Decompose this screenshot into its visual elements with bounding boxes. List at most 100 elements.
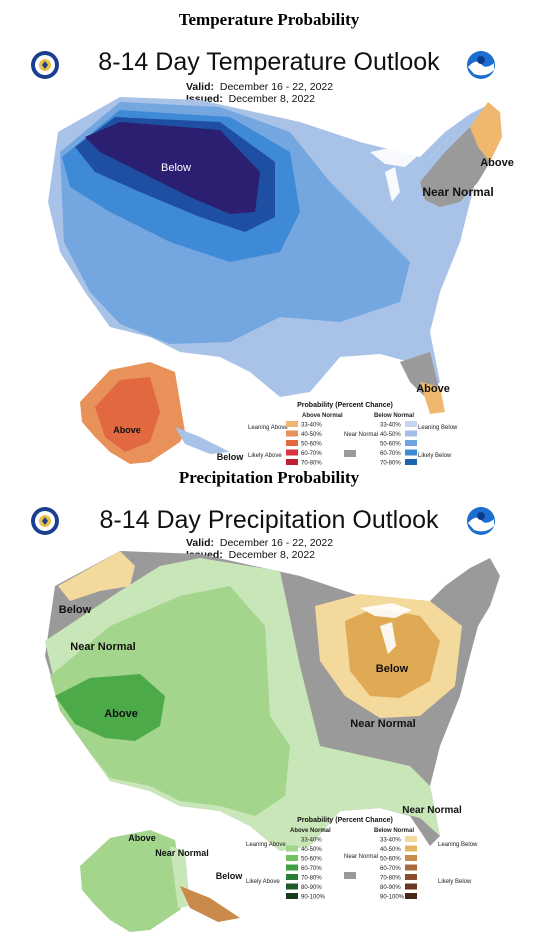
noaa-logo-icon — [467, 51, 495, 79]
precipitation-panel: 8-14 Day Precipitation Outlook Valid: De… — [0, 494, 538, 940]
legend-above-swatch — [286, 855, 298, 861]
legend-title: Probability (Percent Chance) — [297, 402, 393, 409]
map-label-above-ak: Above — [128, 833, 156, 843]
legend-below-bin-label: 80-90% — [380, 885, 401, 891]
temperature-map: Below Above Near Normal Above Above Belo… — [48, 97, 514, 466]
alaska-above-region — [80, 830, 185, 932]
legend-likely-below: Likely Below — [418, 453, 452, 459]
legend-above-swatch — [286, 883, 298, 890]
legend-above-bin-label: 70-80% — [301, 876, 322, 882]
legend-below-swatch — [405, 421, 417, 427]
legend-near-swatch — [344, 450, 356, 457]
legend-below-bin-label: 40-50% — [380, 847, 401, 853]
legend-leaning-above: Leaning Above — [248, 425, 288, 431]
ne-near-normal-region — [420, 127, 490, 207]
legend-below-swatch — [405, 893, 417, 899]
legend-above-swatch — [286, 864, 298, 871]
legend-above-bin-label: 33-40% — [301, 423, 322, 429]
legend-leaning-above: Leaning Above — [246, 842, 286, 848]
noaa-logo-icon — [467, 507, 495, 535]
precipitation-map: Below Near Normal Below Near Normal Near… — [45, 551, 500, 932]
precipitation-heading: Precipitation Probability — [178, 468, 360, 487]
precipitation-title: 8-14 Day Precipitation Outlook — [99, 506, 439, 534]
map-label-below-greatlakes: Below — [376, 663, 409, 675]
issued-value: December 8, 2022 — [228, 93, 315, 105]
legend-likely-above: Likely Above — [246, 879, 280, 885]
legend-below-bin-label: 70-80% — [380, 876, 401, 882]
legend-title: Probability (Percent Chance) — [297, 817, 393, 824]
legend-below-swatch — [405, 855, 417, 861]
temperature-legend: Probability (Percent Chance) Above Norma… — [248, 402, 458, 466]
legend-likely-below: Likely Below — [438, 879, 472, 885]
legend-below-bin-label: 33-40% — [380, 838, 401, 844]
map-label-near-ne: Near Normal — [422, 185, 493, 199]
florida-above-region — [420, 382, 445, 414]
legend-above-swatch — [286, 459, 298, 465]
legend-below-bin-label: 60-70% — [380, 866, 401, 872]
legend-above-bin-label: 90-100% — [301, 895, 326, 901]
legend-below-swatch — [405, 874, 417, 880]
legend-below-swatch — [405, 440, 417, 446]
valid-label: Valid: — [186, 537, 215, 549]
legend-above-header: Above Normal — [302, 413, 343, 419]
map-label-above-fl: Above — [416, 383, 450, 395]
nw-below-region — [58, 551, 135, 601]
legend-near-header: Near Normal — [344, 432, 378, 438]
legend-above-bin-label: 60-70% — [301, 866, 322, 872]
legend-above-swatch — [286, 440, 298, 446]
map-label-near-se: Near Normal — [350, 718, 415, 730]
legend-above-bin-label: 60-70% — [301, 451, 322, 457]
legend-below-bin-label: 60-70% — [380, 451, 401, 457]
precipitation-dates: Valid: December 16 - 22, 2022 Issued: De… — [186, 537, 333, 561]
legend-below-bin-label: 50-60% — [380, 442, 401, 448]
precipitation-legend: Probability (Percent Chance) Above Norma… — [246, 817, 478, 901]
legend-likely-above: Likely Above — [248, 453, 282, 459]
map-label-above-ne: Above — [480, 157, 514, 169]
legend-below-bin-label: 40-50% — [380, 432, 401, 438]
greatlakes-below-likely-region — [345, 608, 440, 698]
legend-above-bin-label: 33-40% — [301, 838, 322, 844]
map-label-below-ak: Below — [217, 452, 245, 462]
legend-above-bin-label: 40-50% — [301, 432, 322, 438]
legend-above-swatch — [286, 845, 298, 852]
legend-below-swatch — [405, 836, 417, 842]
conus-above-likely-region — [50, 586, 290, 816]
temperature-title: 8-14 Day Temperature Outlook — [98, 48, 440, 76]
legend-below-swatch — [405, 449, 417, 456]
legend-above-bin-label: 40-50% — [301, 847, 322, 853]
valid-value: December 16 - 22, 2022 — [219, 81, 334, 93]
maine-above-region — [470, 102, 502, 162]
legend-above-bin-label: 50-60% — [301, 442, 322, 448]
valid-label: Valid: — [186, 81, 215, 93]
map-label-near-ak: Near Normal — [155, 848, 209, 858]
valid-value: December 16 - 22, 2022 — [219, 537, 334, 549]
legend-above-swatch — [286, 893, 298, 899]
legend-leaning-below: Leaning Below — [418, 425, 458, 431]
legend-below-swatch — [405, 430, 417, 437]
conus-below-80-90-region — [85, 122, 260, 214]
map-label-below-nw: Below — [59, 604, 92, 616]
legend-above-bin-label: 70-80% — [301, 461, 322, 467]
issued-value: December 8, 2022 — [228, 549, 315, 561]
legend-below-header: Below Normal — [374, 413, 414, 419]
temperature-panel: 8-14 Day Temperature Outlook Valid: Dece… — [0, 36, 538, 466]
map-label-below-ak: Below — [216, 871, 244, 881]
legend-above-swatch — [286, 430, 298, 437]
legend-below-header: Below Normal — [374, 828, 414, 834]
legend-above-header: Above Normal — [290, 828, 331, 834]
sw-above-region — [55, 674, 165, 741]
legend-above-bin-label: 80-90% — [301, 885, 322, 891]
map-label-below-north: Below — [161, 162, 191, 174]
legend-below-swatch — [405, 845, 417, 852]
legend-below-swatch — [405, 864, 417, 871]
legend-above-swatch — [286, 874, 298, 880]
legend-below-bin-label: 33-40% — [380, 423, 401, 429]
legend-below-bin-label: 50-60% — [380, 857, 401, 863]
ak-panhandle-below-region — [180, 886, 240, 922]
legend-below-bin-label: 70-80% — [380, 461, 401, 467]
legend-below-swatch — [405, 459, 417, 465]
legend-near-header: Near Normal — [344, 854, 378, 860]
alaska-above-likely-region — [95, 377, 160, 452]
map-label-above-sw: Above — [104, 708, 138, 720]
map-label-above-ak: Above — [113, 425, 141, 435]
